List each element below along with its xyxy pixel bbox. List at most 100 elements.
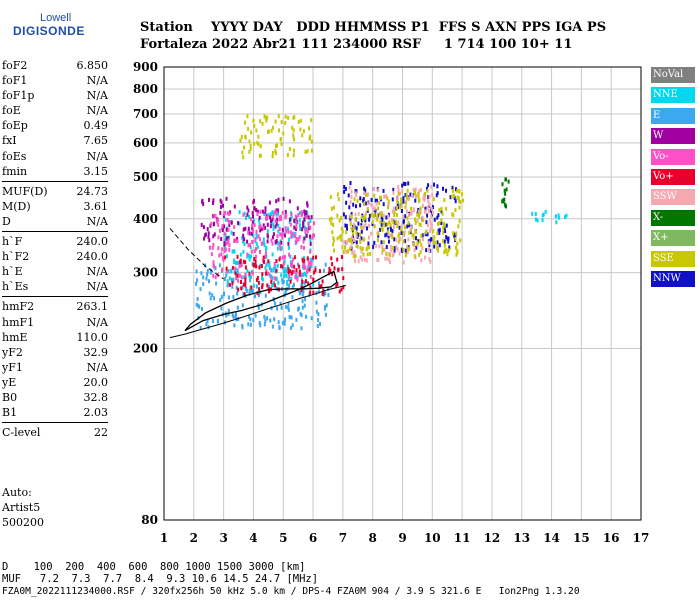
echo-point: [306, 229, 309, 234]
echo-point: [274, 301, 277, 306]
echo-point: [433, 244, 436, 249]
echo-point: [299, 118, 302, 123]
echo-point: [259, 144, 262, 149]
echo-point: [312, 277, 315, 282]
y-tick-label: 500: [133, 170, 158, 184]
echo-point: [424, 192, 426, 196]
echo-point: [302, 239, 305, 244]
echo-point: [309, 275, 312, 279]
echo-point: [402, 196, 405, 201]
echo-point: [450, 194, 453, 199]
echo-point: [298, 235, 301, 239]
echo-point: [287, 229, 290, 234]
autoscaling-info: Auto: Artist5 500200: [2, 485, 44, 530]
echo-point: [371, 219, 374, 224]
echo-point: [428, 243, 431, 247]
echo-point: [262, 241, 265, 245]
param-row: fxI 7.65: [2, 133, 108, 148]
echo-point: [270, 268, 273, 273]
echo-point: [242, 249, 245, 254]
param-row: fmin 3.15: [2, 164, 108, 179]
echo-point: [308, 264, 311, 269]
echo-point: [315, 255, 317, 260]
echo-point: [253, 257, 256, 261]
echo-point: [332, 205, 335, 210]
legend-item: SSE: [651, 250, 695, 267]
echo-point: [391, 209, 394, 214]
echo-point: [415, 245, 418, 250]
echo-point: [242, 259, 245, 264]
echo-point: [501, 199, 504, 204]
echo-point: [308, 226, 311, 231]
echo-point: [246, 268, 249, 273]
echo-point: [406, 224, 409, 229]
echo-point: [244, 134, 247, 139]
echo-point: [241, 235, 244, 240]
echo-point: [419, 250, 422, 255]
echo-point: [388, 220, 391, 225]
echo-point: [247, 243, 250, 248]
echo-point: [266, 233, 269, 238]
x-tick-label: 14: [543, 531, 560, 545]
echo-point: [213, 296, 215, 301]
echo-point: [268, 266, 271, 271]
echo-point: [355, 233, 358, 238]
legend-item: Vo-: [651, 148, 695, 165]
echo-point: [353, 250, 356, 255]
echo-point: [303, 256, 306, 261]
echo-point: [393, 213, 396, 218]
echo-point: [431, 223, 433, 228]
echo-point: [230, 230, 233, 235]
echo-point: [424, 255, 427, 260]
echo-point: [363, 191, 366, 196]
echo-point: [395, 213, 398, 217]
echo-point: [246, 252, 249, 257]
echo-point: [276, 263, 279, 268]
echo-point: [292, 153, 295, 158]
echo-point: [217, 222, 220, 227]
echo-point: [275, 210, 278, 215]
echo-point: [303, 245, 305, 250]
echo-point: [501, 182, 504, 187]
echo-point: [281, 235, 284, 240]
echo-point: [251, 240, 254, 245]
echo-point: [238, 273, 241, 278]
param-value: 240.0: [76, 250, 109, 264]
echo-point: [225, 266, 228, 271]
echo-point: [440, 218, 443, 223]
echo-point: [365, 201, 368, 206]
echo-point: [432, 240, 435, 245]
param-value: 110.0: [76, 330, 109, 344]
echo-point: [379, 220, 382, 225]
echo-point: [412, 235, 415, 240]
echo-point: [252, 200, 255, 205]
echo-point: [336, 192, 339, 197]
echo-point: [246, 212, 249, 217]
echo-point: [244, 275, 247, 280]
echo-point: [264, 254, 267, 259]
echo-point: [429, 227, 432, 231]
echo-point: [345, 200, 348, 205]
echo-point: [392, 187, 395, 192]
echo-point: [314, 265, 317, 270]
echo-point: [269, 273, 271, 278]
echo-point: [249, 274, 252, 279]
echo-point: [302, 263, 305, 268]
echo-point: [301, 133, 304, 138]
echo-point: [354, 218, 357, 223]
echo-point: [420, 187, 423, 192]
echo-point: [244, 277, 247, 282]
echo-point: [445, 206, 448, 211]
param-name: yF2: [2, 345, 23, 359]
echo-point: [257, 142, 260, 147]
echo-point: [249, 217, 252, 222]
echo-point: [302, 224, 305, 229]
echo-point: [305, 212, 308, 217]
echo-point: [255, 246, 257, 251]
echo-point: [258, 225, 261, 230]
echo-point: [347, 238, 350, 242]
echo-point: [391, 218, 394, 222]
echo-point: [340, 237, 343, 242]
echo-point: [232, 314, 235, 319]
echo-point: [352, 202, 355, 207]
